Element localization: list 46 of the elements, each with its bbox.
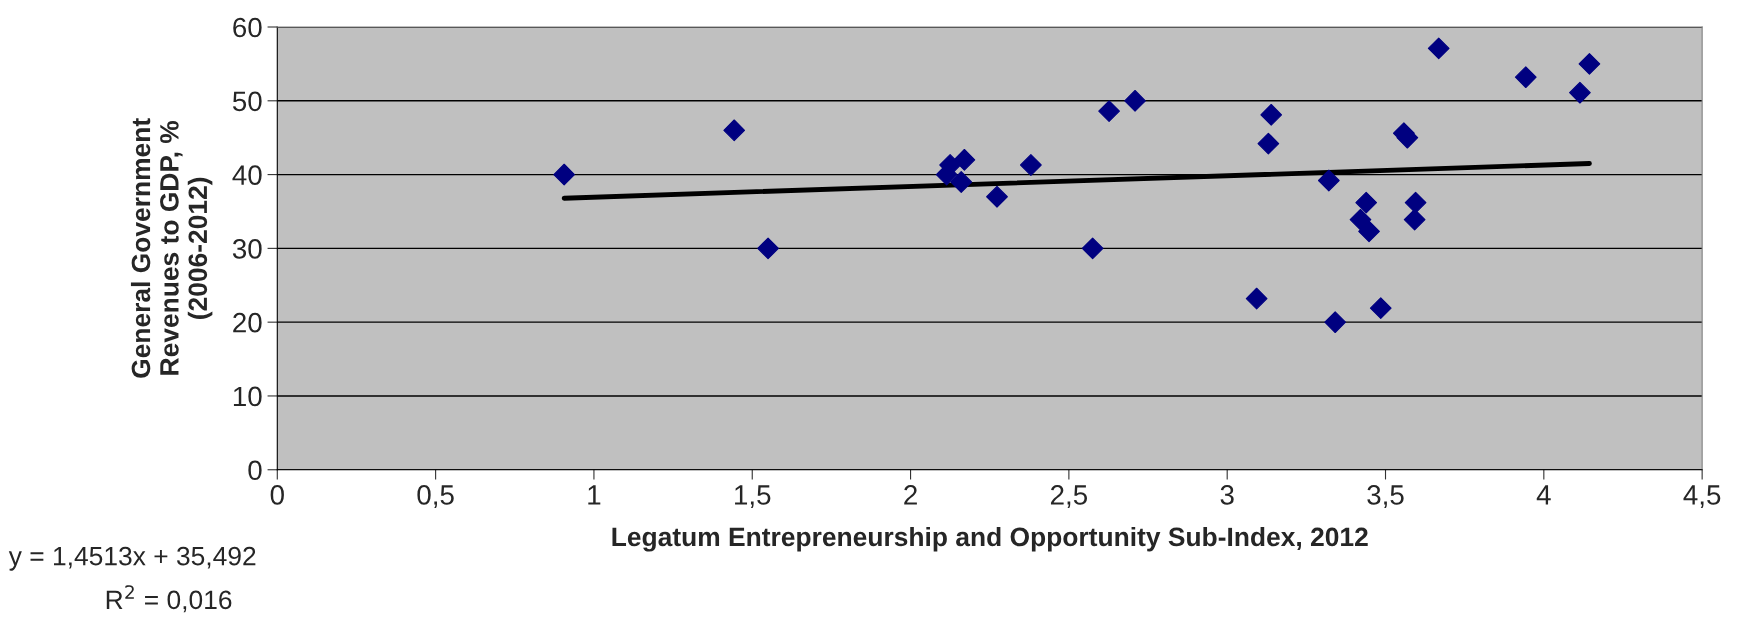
y-tick-label: 0 [248, 460, 262, 481]
x-tick-label: 1 [588, 485, 601, 505]
point [1404, 191, 1427, 214]
point [950, 171, 973, 193]
point [553, 163, 576, 186]
x-tick-label: 4 [1536, 485, 1551, 505]
point [1369, 297, 1392, 320]
point [1098, 100, 1120, 123]
point [757, 237, 779, 260]
point [1569, 81, 1591, 104]
x-tick-label: 3 [1220, 485, 1234, 505]
point [1358, 220, 1380, 243]
point [1260, 103, 1283, 126]
point [953, 148, 976, 171]
point [1081, 237, 1104, 260]
y-tick-label: 50 [232, 91, 262, 112]
y-tick-label: 40 [232, 165, 262, 185]
y-tick-label: 20 [233, 312, 262, 333]
x-tick-label: 2 [904, 485, 917, 505]
x-tick-label: 2,5 [1050, 485, 1088, 509]
point [1324, 311, 1347, 334]
point [1124, 89, 1146, 112]
x-tick-label: 0,5 [417, 485, 454, 509]
y-tick-label: 10 [233, 386, 262, 407]
x-tick-label: 4,5 [1683, 485, 1721, 509]
y-tick-label: 30 [232, 239, 262, 259]
point [1019, 154, 1042, 176]
y-axis-title: General Government Revenues to GDP, % (2006-2012) [130, 118, 213, 378]
x-tick-label: 0 [270, 485, 284, 505]
x-tick-label: 1,5 [735, 485, 771, 509]
text: R$^{2}$ = 0,016 [106, 585, 232, 613]
x-tick-label: 3,5 [1367, 485, 1404, 509]
point [1578, 53, 1601, 75]
point [1245, 287, 1268, 310]
point [1427, 37, 1450, 60]
point [986, 185, 1008, 208]
point [1403, 208, 1426, 231]
point [1514, 66, 1537, 89]
point [723, 119, 746, 142]
text: y = 1,4513x + 35,492 [8, 546, 256, 571]
point [1349, 208, 1372, 231]
point [1317, 169, 1340, 192]
y-tick-label: 60 [233, 17, 262, 38]
point [1257, 132, 1280, 155]
point [1355, 191, 1378, 214]
x-axis-title: Legatum Entrepreneurship and Opportunity Sub-Index, 2012 [612, 526, 1368, 552]
